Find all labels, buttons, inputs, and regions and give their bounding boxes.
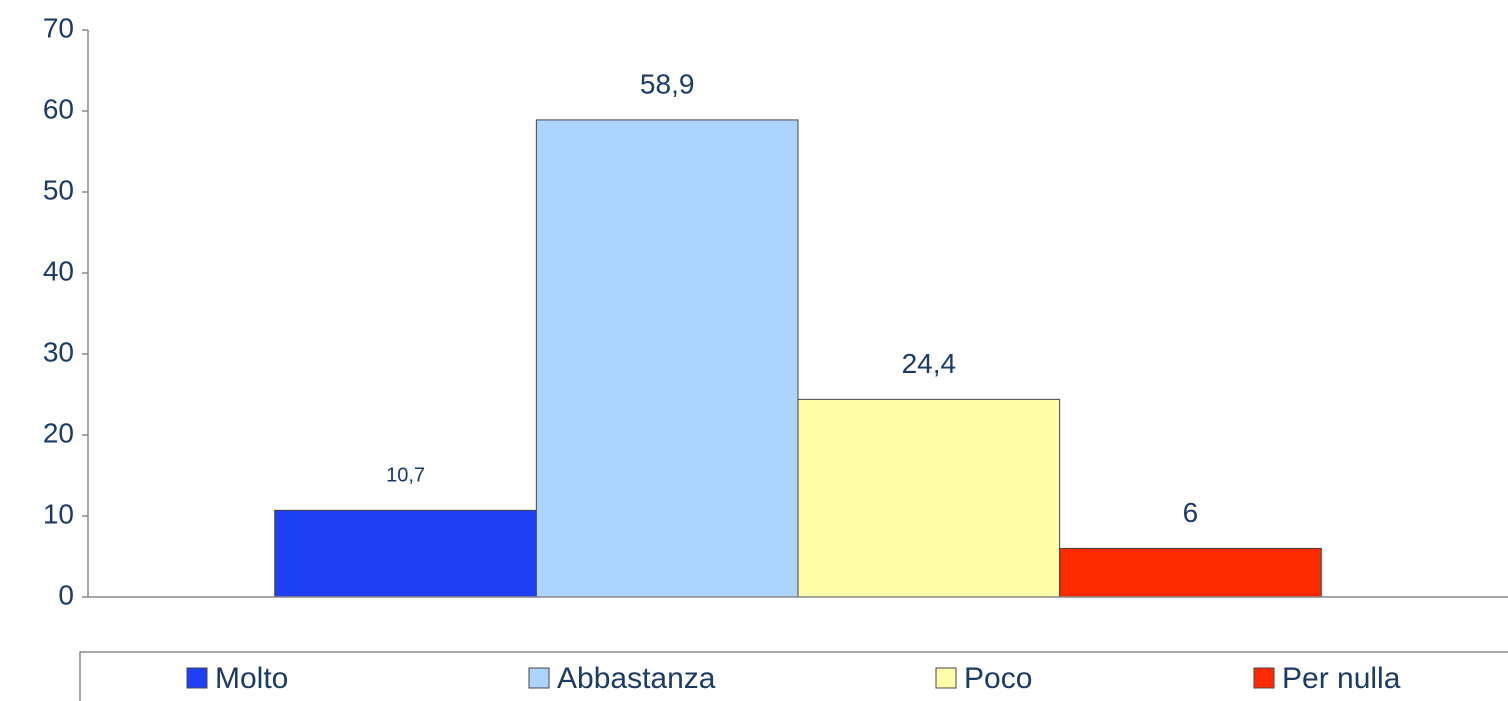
y-tick-label: 10 — [43, 498, 74, 529]
legend-label: Abbastanza — [557, 662, 716, 695]
legend-box — [79, 651, 1508, 701]
legend-label: Per nulla — [1282, 662, 1401, 695]
y-tick-label: 0 — [58, 579, 74, 610]
y-tick-label: 60 — [43, 93, 74, 124]
data-label: 24,4 — [902, 348, 957, 379]
y-tick-label: 70 — [43, 12, 74, 43]
y-tick-label: 40 — [43, 255, 74, 286]
legend-swatch — [1253, 667, 1275, 689]
legend-swatch — [186, 667, 208, 689]
bar — [1059, 547, 1322, 598]
legend-label: Poco — [964, 662, 1032, 695]
y-tick-label: 20 — [43, 417, 74, 448]
data-label: 10,7 — [386, 465, 425, 487]
data-label: 6 — [1183, 497, 1199, 528]
data-label: 58,9 — [640, 68, 695, 99]
bar — [535, 119, 799, 598]
legend-swatch — [528, 667, 550, 689]
bar — [274, 509, 537, 598]
y-tick-label: 50 — [43, 174, 74, 205]
legend-label: Molto — [215, 662, 288, 695]
bar — [797, 398, 1061, 598]
legend-swatch — [935, 667, 957, 689]
y-tick-label: 30 — [43, 336, 74, 367]
